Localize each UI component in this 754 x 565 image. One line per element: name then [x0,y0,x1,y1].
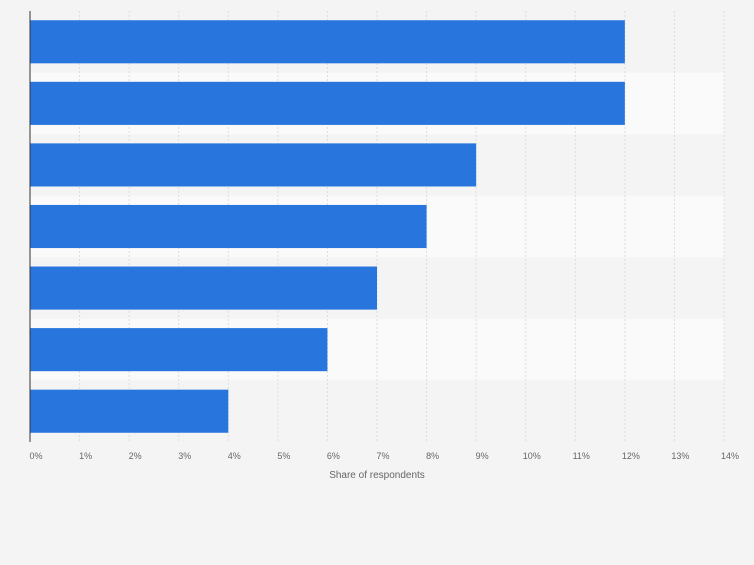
bar[interactable] [30,389,229,433]
x-tick-label: 4% [228,451,241,461]
x-tick-label: 11% [573,451,590,461]
bar[interactable] [30,328,328,372]
x-tick-label: 1% [79,451,92,461]
bar[interactable] [30,204,427,249]
x-tick-label: 2% [129,451,142,461]
x-tick-label: 13% [671,451,689,461]
bar[interactable] [30,143,477,187]
x-axis-label: Share of respondents [329,470,425,481]
x-tick-label: 9% [476,451,489,461]
x-tick-labels: 0% 1% 2% 3% 4% 5% 6% 7% 8% 9% 10% 11% 12% 13% 14% [29,451,739,461]
x-tick-label: 7% [376,451,389,461]
bars [30,20,625,433]
x-tick-label: 10% [523,451,541,461]
x-tick-label: 8% [426,451,439,461]
bar[interactable] [30,81,625,125]
bar[interactable] [30,20,625,64]
x-tick-label: 12% [622,451,640,461]
x-tick-label: 14% [721,451,739,461]
x-tick-label: 3% [178,451,191,461]
bar[interactable] [30,266,377,310]
x-tick-label: 0% [29,451,42,461]
x-tick-label: 6% [327,451,340,461]
x-tick-label: 5% [277,451,290,461]
